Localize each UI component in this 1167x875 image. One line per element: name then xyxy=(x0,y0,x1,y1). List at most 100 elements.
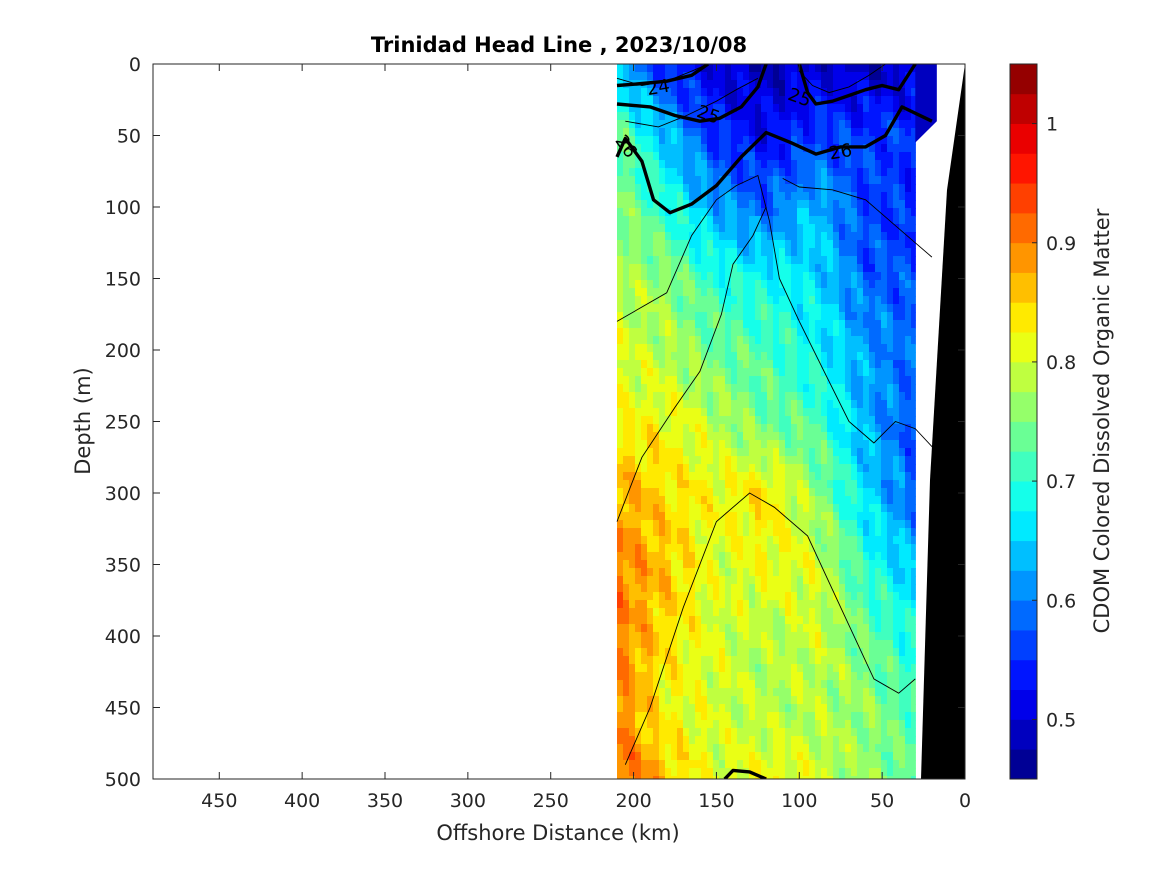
heat-cell xyxy=(761,632,768,641)
heat-cell xyxy=(629,176,636,185)
heat-cell xyxy=(749,312,756,321)
heat-cell xyxy=(719,576,726,585)
heat-cell xyxy=(701,168,708,177)
colorbar-label: CDOM Colored Dissolved Organic Matter xyxy=(1090,208,1114,633)
heat-cell xyxy=(893,160,900,169)
heat-cell xyxy=(833,760,840,769)
heat-cell xyxy=(695,600,702,609)
heat-cell xyxy=(851,536,858,545)
heat-cell xyxy=(737,624,744,633)
heat-cell xyxy=(899,264,906,273)
heat-cell xyxy=(845,224,852,233)
heat-cell xyxy=(851,136,858,145)
heat-cell xyxy=(887,360,894,369)
heat-cell xyxy=(665,168,672,177)
heat-cell xyxy=(641,416,648,425)
heat-cell xyxy=(731,360,738,369)
heat-cell xyxy=(713,640,720,649)
heat-cell xyxy=(617,632,624,641)
heat-cell xyxy=(779,344,786,353)
heat-cell xyxy=(851,240,858,249)
heat-cell xyxy=(749,696,756,705)
heat-cell xyxy=(869,184,876,193)
heat-cell xyxy=(701,608,708,617)
heat-cell xyxy=(731,744,738,753)
heat-cell xyxy=(635,88,642,97)
heat-cell xyxy=(857,680,864,689)
heat-cell xyxy=(659,744,666,753)
heat-cell xyxy=(641,312,648,321)
heat-cell xyxy=(863,488,870,497)
heat-cell xyxy=(833,344,840,353)
heat-cell xyxy=(623,640,630,649)
heat-cell xyxy=(857,776,864,779)
heat-cell xyxy=(911,128,916,137)
heat-cell xyxy=(707,280,714,289)
heat-cell xyxy=(905,224,912,233)
heat-cell xyxy=(623,584,630,593)
heat-cell xyxy=(875,272,882,281)
heat-cell xyxy=(629,496,636,505)
heat-cell xyxy=(791,656,798,665)
heat-cell xyxy=(671,424,678,433)
heat-cell xyxy=(863,312,870,321)
heat-cell xyxy=(833,208,840,217)
heat-cell xyxy=(725,672,732,681)
heat-cell xyxy=(821,704,828,713)
heat-cell xyxy=(791,440,798,449)
heat-cell xyxy=(713,184,720,193)
x-tick-label: 0 xyxy=(959,790,971,812)
heat-cell xyxy=(659,184,666,193)
heat-cell xyxy=(791,224,798,233)
heat-cell xyxy=(893,624,900,633)
heat-cell xyxy=(713,256,720,265)
heat-cell xyxy=(719,232,726,241)
heat-cell xyxy=(725,760,732,769)
heat-cell xyxy=(785,648,792,657)
heat-cell xyxy=(731,144,738,153)
heat-cell xyxy=(731,384,738,393)
heat-cell xyxy=(623,768,630,777)
heat-cell xyxy=(857,496,864,505)
heat-cell xyxy=(761,656,768,665)
heat-cell xyxy=(737,312,744,321)
heat-cell xyxy=(827,704,834,713)
heat-cell xyxy=(743,296,750,305)
heat-cell xyxy=(887,288,894,297)
heat-cell xyxy=(719,368,726,377)
heat-cell xyxy=(821,472,828,481)
heat-cell xyxy=(755,184,762,193)
heat-cell xyxy=(713,240,720,249)
heat-cell xyxy=(677,368,684,377)
heat-cell xyxy=(881,112,888,121)
heat-cell xyxy=(773,408,780,417)
heat-cell xyxy=(869,560,876,569)
heat-cell xyxy=(689,648,696,657)
heat-cell xyxy=(647,640,654,649)
heat-cell xyxy=(893,392,900,401)
heat-cell xyxy=(821,208,828,217)
heat-cell xyxy=(869,776,876,779)
heat-cell xyxy=(665,376,672,385)
y-tick-label: 500 xyxy=(105,769,141,791)
heat-cell xyxy=(785,120,792,129)
heat-cell xyxy=(629,640,636,649)
heat-cell xyxy=(761,648,768,657)
heat-cell xyxy=(761,544,768,553)
heat-cell xyxy=(683,144,690,153)
heat-cell xyxy=(701,736,708,745)
heat-cell xyxy=(713,512,720,521)
heat-cell xyxy=(911,488,916,497)
heat-cell xyxy=(647,728,654,737)
heat-cell xyxy=(863,728,870,737)
heat-cell xyxy=(707,656,714,665)
heat-cell xyxy=(641,200,648,209)
heat-cell xyxy=(725,368,732,377)
heat-cell xyxy=(803,208,810,217)
heat-cell xyxy=(641,104,648,113)
heat-cell xyxy=(629,560,636,569)
heat-cell xyxy=(761,464,768,473)
heat-cell xyxy=(677,688,684,697)
heat-cell xyxy=(857,160,864,169)
heat-cell xyxy=(827,720,834,729)
